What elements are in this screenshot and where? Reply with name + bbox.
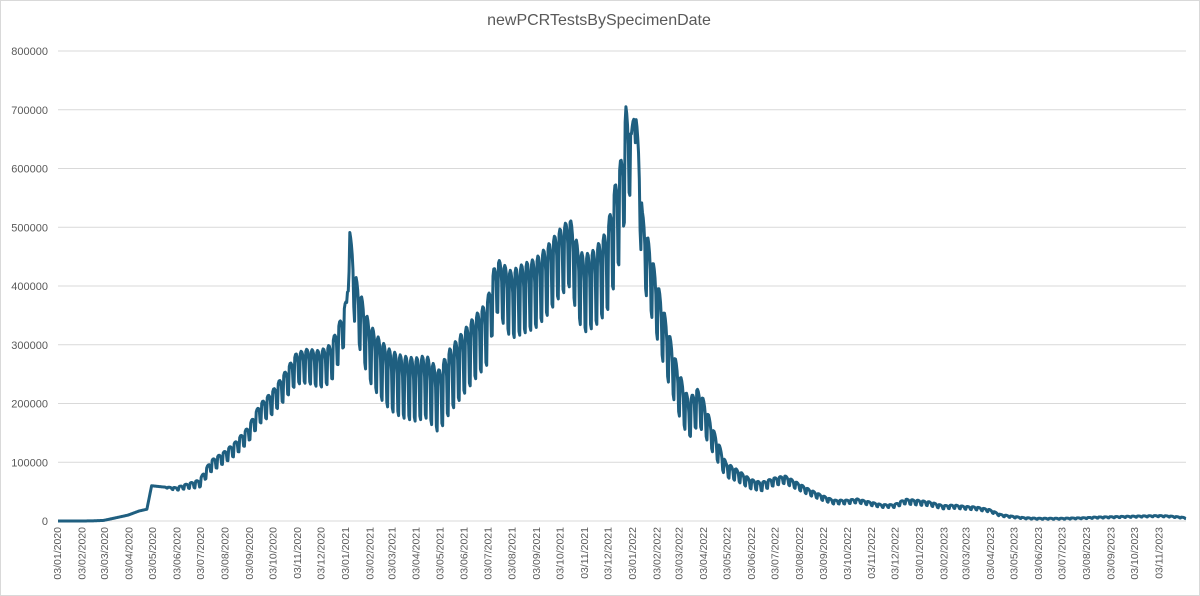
y-tick-label: 400000 bbox=[11, 281, 48, 293]
x-tick-label: 03/09/2021 bbox=[531, 527, 543, 580]
x-tick-label: 03/01/2023 bbox=[914, 527, 926, 580]
x-tick-label: 03/11/2023 bbox=[1153, 527, 1165, 579]
x-tick-label: 03/11/2022 bbox=[866, 527, 878, 579]
x-tick-label: 03/03/2022 bbox=[673, 527, 685, 580]
series-line bbox=[57, 105, 1187, 523]
x-tick-label: 03/01/2022 bbox=[627, 527, 639, 580]
x-tick-label: 03/11/2020 bbox=[292, 527, 304, 579]
x-tick-label: 03/09/2022 bbox=[818, 527, 830, 580]
y-tick-label: 300000 bbox=[11, 340, 48, 352]
x-tick-label: 03/08/2023 bbox=[1081, 527, 1093, 580]
x-tick-label: 03/01/2020 bbox=[52, 527, 64, 580]
x-tick-label: 03/01/2021 bbox=[340, 527, 352, 580]
x-tick-label: 03/02/2023 bbox=[939, 527, 951, 580]
y-tick-label: 500000 bbox=[11, 222, 48, 234]
x-tick-label: 03/05/2023 bbox=[1009, 527, 1021, 580]
x-tick-label: 03/08/2020 bbox=[220, 527, 232, 580]
y-tick-label: 800000 bbox=[11, 46, 48, 58]
x-tick-label: 03/12/2020 bbox=[316, 527, 328, 580]
x-tick-label: 03/07/2021 bbox=[482, 527, 494, 580]
chart-title: newPCRTestsBySpecimenDate bbox=[487, 12, 711, 29]
x-tick-label: 03/08/2021 bbox=[507, 527, 519, 580]
x-tick-label: 03/09/2020 bbox=[244, 527, 256, 580]
x-tick-label: 03/05/2020 bbox=[147, 527, 159, 580]
x-tick-label: 03/10/2023 bbox=[1129, 527, 1141, 580]
x-tick-label: 03/02/2021 bbox=[364, 527, 376, 580]
y-tick-label: 0 bbox=[42, 516, 48, 528]
x-tick-label: 03/02/2020 bbox=[76, 527, 88, 580]
x-tick-label: 03/04/2020 bbox=[124, 527, 136, 580]
y-tick-label: 200000 bbox=[11, 399, 48, 411]
y-tick-label: 600000 bbox=[11, 164, 48, 176]
x-tick-label: 03/02/2022 bbox=[651, 527, 663, 580]
x-tick-label: 03/06/2023 bbox=[1033, 527, 1045, 580]
x-tick-label: 03/12/2021 bbox=[603, 527, 615, 580]
x-tick-label: 03/07/2020 bbox=[195, 527, 207, 580]
x-tick-label: 03/10/2021 bbox=[555, 527, 567, 580]
y-tick-label: 700000 bbox=[11, 105, 48, 117]
x-tick-label: 03/07/2022 bbox=[769, 527, 781, 580]
x-tick-label: 03/04/2022 bbox=[698, 527, 710, 580]
x-tick-label: 03/04/2023 bbox=[985, 527, 997, 580]
x-tick-label: 03/05/2022 bbox=[721, 527, 733, 580]
x-tick-label: 03/06/2022 bbox=[746, 527, 758, 580]
x-tick-label: 03/03/2020 bbox=[99, 527, 111, 580]
x-tick-label: 03/09/2023 bbox=[1105, 527, 1117, 580]
y-tick-label: 100000 bbox=[11, 457, 48, 469]
x-tick-label: 03/08/2022 bbox=[794, 527, 806, 580]
x-tick-label: 03/04/2021 bbox=[411, 527, 423, 580]
x-tick-label: 03/03/2023 bbox=[961, 527, 973, 580]
x-tick-label: 03/03/2021 bbox=[386, 527, 398, 580]
x-tick-label: 03/10/2020 bbox=[268, 527, 280, 580]
x-tick-label: 03/10/2022 bbox=[842, 527, 854, 580]
x-tick-label: 03/06/2020 bbox=[172, 527, 184, 580]
x-tick-label: 03/11/2021 bbox=[579, 527, 591, 579]
x-tick-label: 03/05/2021 bbox=[434, 527, 446, 580]
x-tick-label: 03/12/2022 bbox=[890, 527, 902, 580]
x-tick-label: 03/06/2021 bbox=[459, 527, 471, 580]
x-tick-label: 03/07/2023 bbox=[1057, 527, 1069, 580]
